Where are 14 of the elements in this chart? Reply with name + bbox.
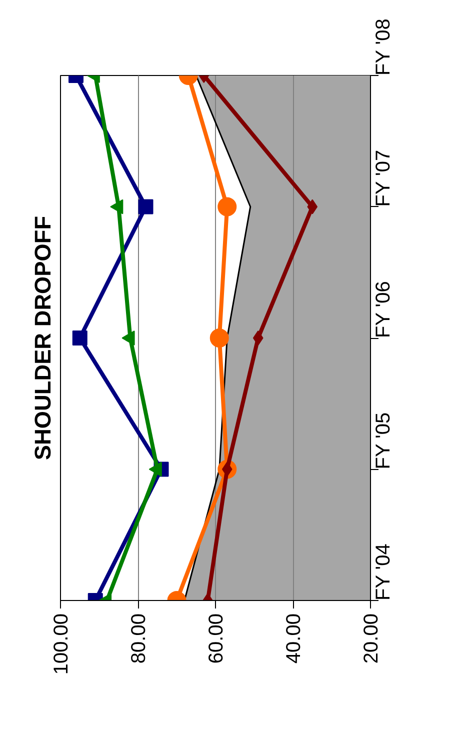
- x-tick-label: 100.00: [50, 614, 72, 675]
- x-tick-label: 80.00: [128, 613, 150, 664]
- text: SHOULDER DROPOFF: [30, 216, 56, 460]
- y-tick-label: FY '04: [372, 544, 394, 600]
- y-tick-label: FY '06: [372, 281, 394, 338]
- y-tick-label: FY '05: [372, 412, 394, 470]
- y-tick-label: FY '08: [372, 18, 394, 76]
- x-tick-label: 40.00: [283, 613, 305, 664]
- point: [210, 328, 229, 348]
- y-tick-label: FY '07: [372, 150, 394, 207]
- point: [72, 330, 88, 346]
- point: [252, 330, 264, 346]
- x-tick-label: 20.00: [360, 613, 382, 664]
- x-tick-label: 60.00: [206, 613, 228, 664]
